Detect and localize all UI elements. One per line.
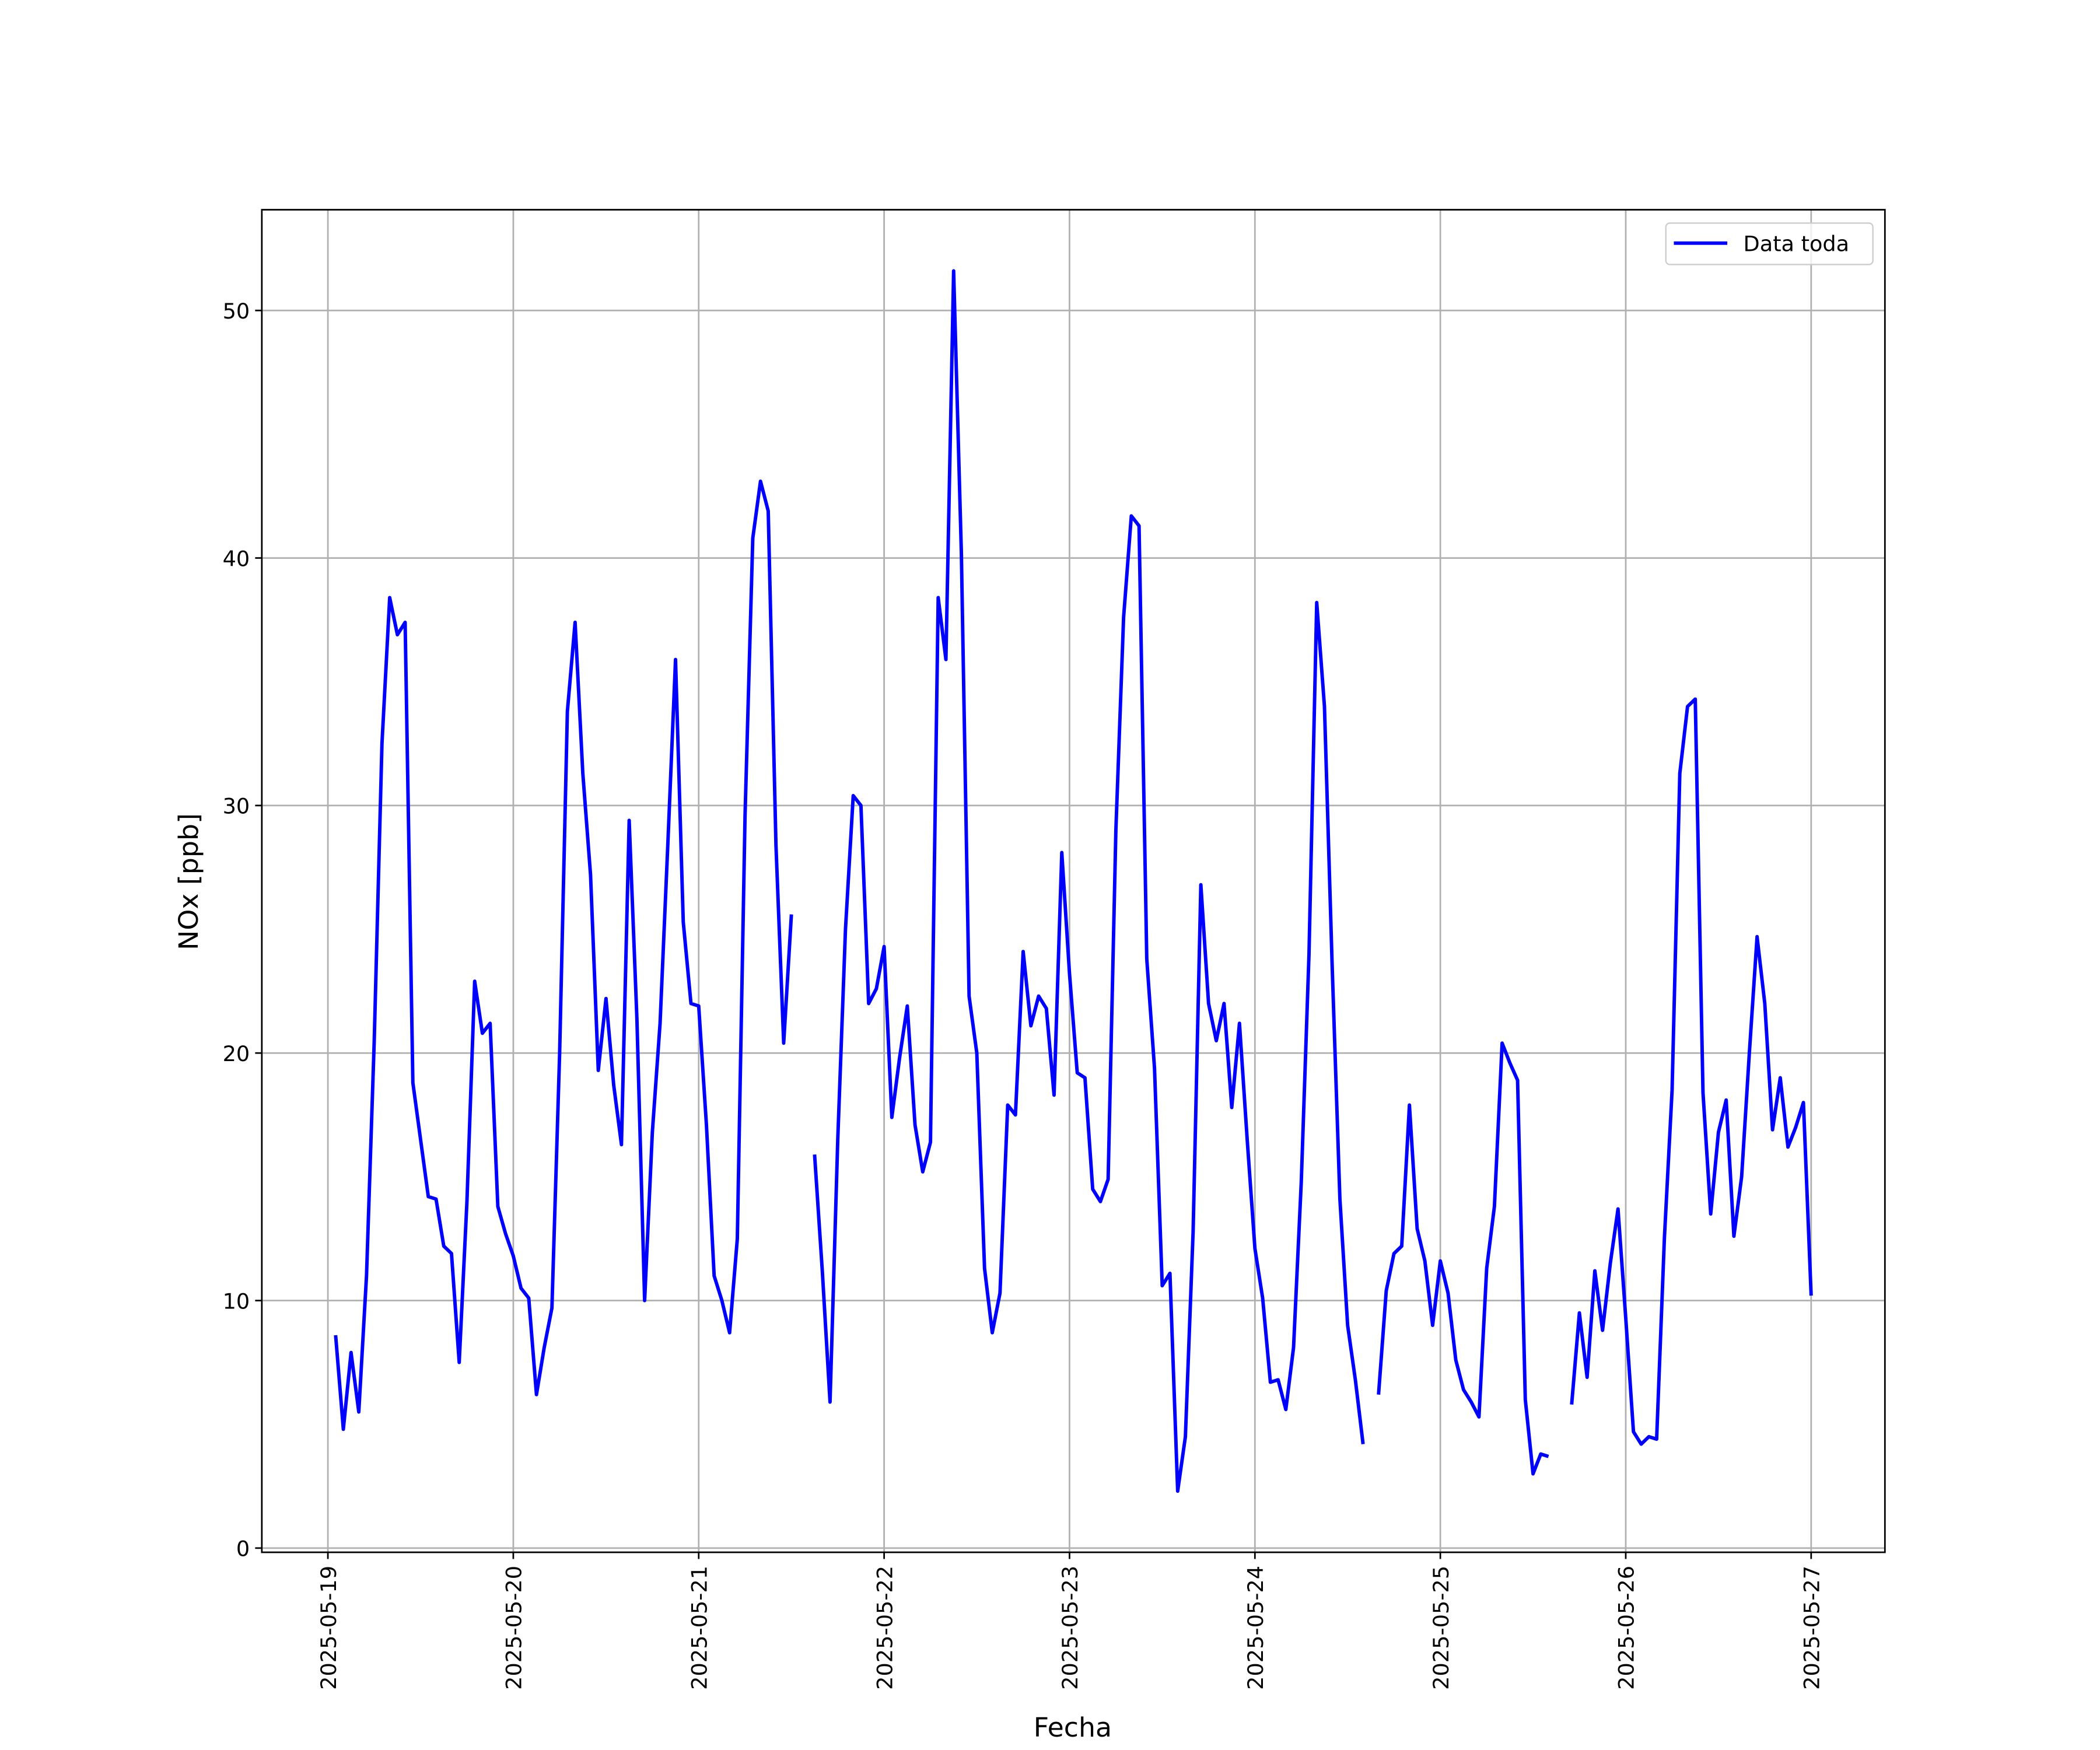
y-tick-label: 50 <box>223 299 250 324</box>
grid <box>261 209 1885 1553</box>
x-tick-label: 2025-05-21 <box>687 1566 712 1690</box>
legend-label: Data toda <box>1744 232 1850 257</box>
x-tick-label: 2025-05-20 <box>502 1566 527 1690</box>
legend-box <box>1665 222 1874 265</box>
y-tick-label: 0 <box>236 1536 250 1562</box>
x-tick-label: 2025-05-25 <box>1429 1566 1454 1690</box>
data-line <box>334 269 1813 1493</box>
plot-frame <box>261 209 1886 1553</box>
y-tick-label: 10 <box>223 1289 250 1314</box>
y-tick-label: 40 <box>223 546 250 571</box>
x-tick-label: 2025-05-22 <box>872 1566 897 1690</box>
x-tick-label: 2025-05-27 <box>1800 1566 1825 1690</box>
x-tick-label: 2025-05-23 <box>1058 1566 1083 1690</box>
x-axis-label: Fecha <box>1034 1712 1112 1743</box>
legend: Data toda <box>1665 222 1874 265</box>
y-axis-label: NOx [ppb] <box>173 813 204 950</box>
x-tick-label: 2025-05-24 <box>1243 1566 1268 1690</box>
lines <box>334 269 1813 1493</box>
x-tick-label: 2025-05-26 <box>1614 1566 1639 1690</box>
x-tick-label: 2025-05-19 <box>316 1566 341 1690</box>
y-tick-label: 20 <box>223 1041 250 1066</box>
ticks: 0 10 20 30 40 50 2025-05-19 2025-05-20 2025-05-2… <box>223 299 1825 1690</box>
y-tick-label: 30 <box>223 794 250 819</box>
